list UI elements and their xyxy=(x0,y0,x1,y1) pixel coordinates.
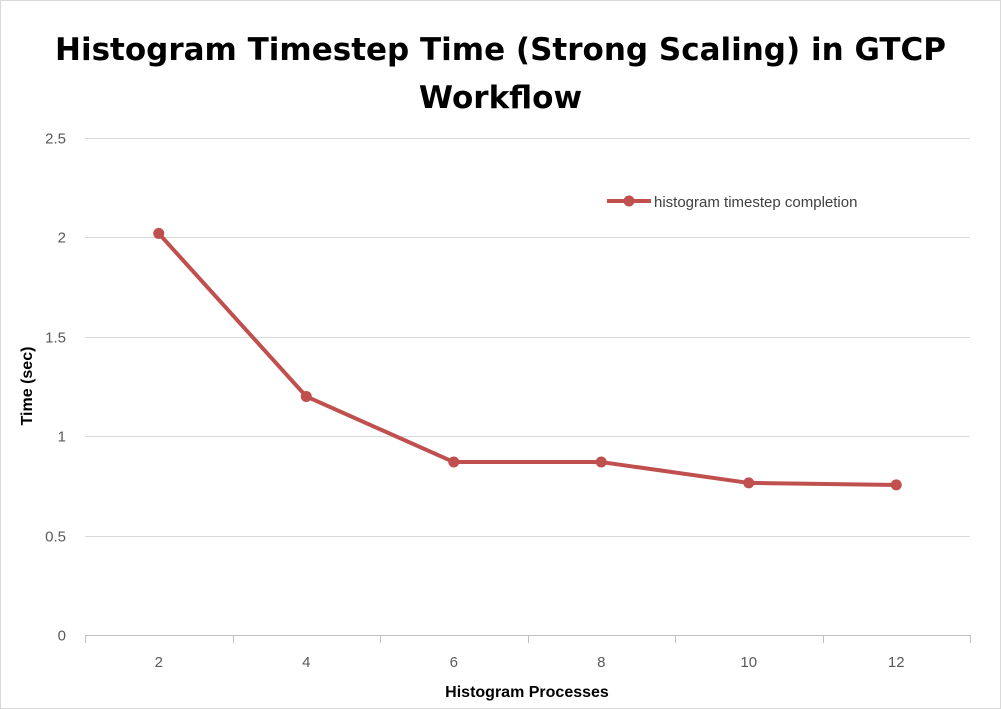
x-axis-ticks: 2 4 6 8 10 12 xyxy=(85,635,971,671)
data-point xyxy=(300,390,312,402)
chart-title-line-2: Workflow xyxy=(418,80,583,116)
x-tick-label: 4 xyxy=(302,654,310,671)
chart-title-line-1: Histogram Timestep Time (Strong Scaling)… xyxy=(55,32,946,68)
series-line xyxy=(156,231,899,487)
x-tick-label: 10 xyxy=(740,654,757,671)
y-axis-title: Time (sec) xyxy=(19,347,36,426)
chart-title: Histogram Timestep Time (Strong Scaling)… xyxy=(0,26,1001,122)
x-tick-label: 8 xyxy=(597,654,605,671)
data-point xyxy=(595,456,607,468)
y-tick-label: 2.5 xyxy=(45,131,66,148)
y-tick-label: 2 xyxy=(58,230,66,247)
y-tick-label: 1.5 xyxy=(45,330,66,347)
legend-swatch-marker xyxy=(623,195,635,207)
data-point xyxy=(448,456,460,468)
x-axis-title: Histogram Processes xyxy=(445,684,609,701)
gridlines xyxy=(85,138,970,636)
x-tick-label: 12 xyxy=(888,654,905,671)
y-tick-label: 0.5 xyxy=(45,529,66,546)
data-point xyxy=(153,227,165,239)
x-tick-label: 6 xyxy=(450,654,458,671)
y-tick-label: 0 xyxy=(58,628,66,645)
x-tick-label: 2 xyxy=(155,654,163,671)
y-axis-ticks: 0 0.5 1 1.5 2 2.5 xyxy=(45,131,66,645)
legend: histogram timestep completion xyxy=(607,194,857,211)
series-group xyxy=(153,227,902,491)
legend-label: histogram timestep completion xyxy=(654,194,857,211)
data-point xyxy=(743,477,755,489)
y-tick-label: 1 xyxy=(58,429,66,446)
data-point xyxy=(890,479,902,491)
